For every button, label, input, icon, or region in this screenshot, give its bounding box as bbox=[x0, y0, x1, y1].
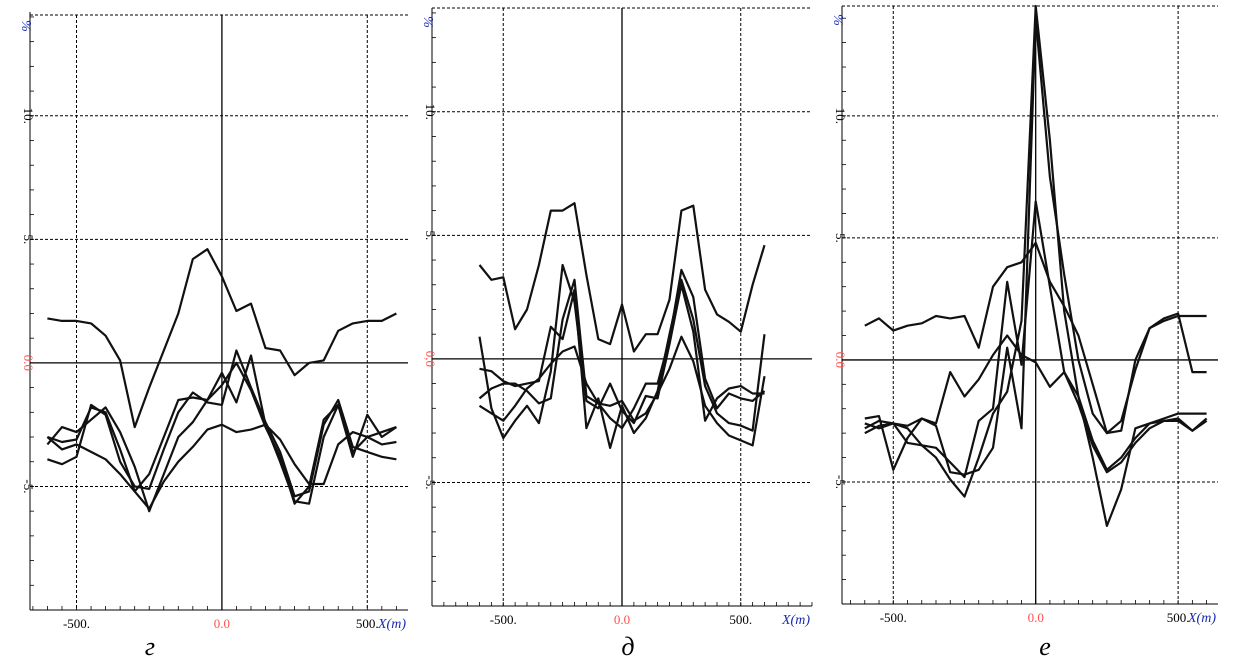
series-line-1 bbox=[47, 248, 397, 429]
x-tick-label: 500. bbox=[1167, 610, 1190, 625]
y-tick-label: 10. bbox=[21, 108, 36, 124]
series-line-5 bbox=[864, 334, 1208, 474]
y-tick-label: 0.0 bbox=[833, 352, 848, 368]
y-axis-label: % bbox=[830, 14, 845, 26]
series-line-4 bbox=[46, 361, 397, 513]
y-tick-label: -5. bbox=[833, 475, 848, 489]
series-line-3 bbox=[47, 349, 397, 498]
x-axis-label: X(m) bbox=[377, 617, 406, 632]
series-line-4 bbox=[864, 200, 1208, 479]
y-tick-label: 10. bbox=[423, 104, 438, 120]
x-axis-label: X(m) bbox=[781, 613, 810, 628]
y-tick-label: -5. bbox=[423, 475, 438, 489]
series-line-5 bbox=[46, 423, 397, 510]
panel-g-chart: -5. 0.0 5. 10. -500. 0.0 500.% X(m) г bbox=[18, 12, 408, 661]
x-tick-label: 0.0 bbox=[1028, 610, 1044, 625]
panel-caption: е bbox=[1039, 632, 1051, 661]
panel-e-chart: -5. 0.0 5. 10. -500. 0.0 500.% X(m) е bbox=[830, 4, 1218, 661]
x-tick-label: 0.0 bbox=[614, 612, 630, 627]
series-line-2 bbox=[478, 263, 765, 440]
x-axis-label: X(m) bbox=[1187, 611, 1216, 626]
series-line-5 bbox=[478, 335, 766, 447]
panel-caption: д bbox=[621, 632, 634, 661]
y-axis-label: % bbox=[18, 20, 33, 32]
series-line-1 bbox=[478, 202, 766, 353]
y-axis-label: % bbox=[420, 16, 435, 28]
y-tick-label: 0.0 bbox=[21, 355, 36, 371]
x-tick-label: 500. bbox=[729, 612, 752, 627]
series-line-4 bbox=[479, 278, 766, 449]
y-tick-label: 10. bbox=[833, 108, 848, 124]
y-tick-label: 5. bbox=[833, 233, 848, 243]
series-line-3 bbox=[478, 268, 766, 430]
y-tick-label: -5. bbox=[21, 479, 36, 493]
x-tick-label: 0.0 bbox=[214, 616, 230, 631]
y-tick-label: 5. bbox=[21, 234, 36, 244]
x-tick-label: -500. bbox=[880, 610, 907, 625]
x-tick-label: 500. bbox=[356, 616, 379, 631]
panel-caption: г bbox=[145, 632, 155, 661]
y-tick-label: 0,0 bbox=[423, 351, 438, 367]
x-tick-label: -500. bbox=[490, 612, 517, 627]
x-tick-label: -500. bbox=[63, 616, 90, 631]
y-tick-label: 5. bbox=[423, 230, 438, 240]
panel-d-chart: -5. 0,0 5. 10. -500. 0.0 500.% X(m) д bbox=[420, 7, 813, 661]
